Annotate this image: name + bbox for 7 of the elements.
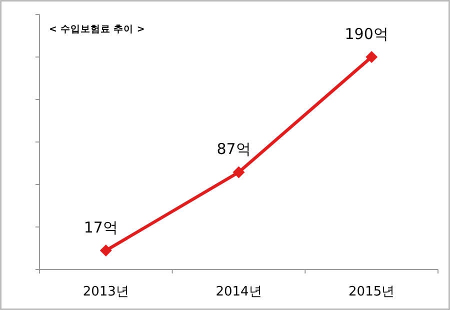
data-label: 17억 (84, 218, 118, 236)
x-tick-label: 2014년 (216, 284, 262, 300)
x-tick-label: 2015년 (348, 284, 395, 300)
data-label: 87억 (216, 140, 251, 158)
text: < 수입보험료 추이 > (49, 24, 145, 35)
data-label: 190억 (344, 25, 388, 43)
x-tick-label: 2013년 (82, 284, 129, 300)
